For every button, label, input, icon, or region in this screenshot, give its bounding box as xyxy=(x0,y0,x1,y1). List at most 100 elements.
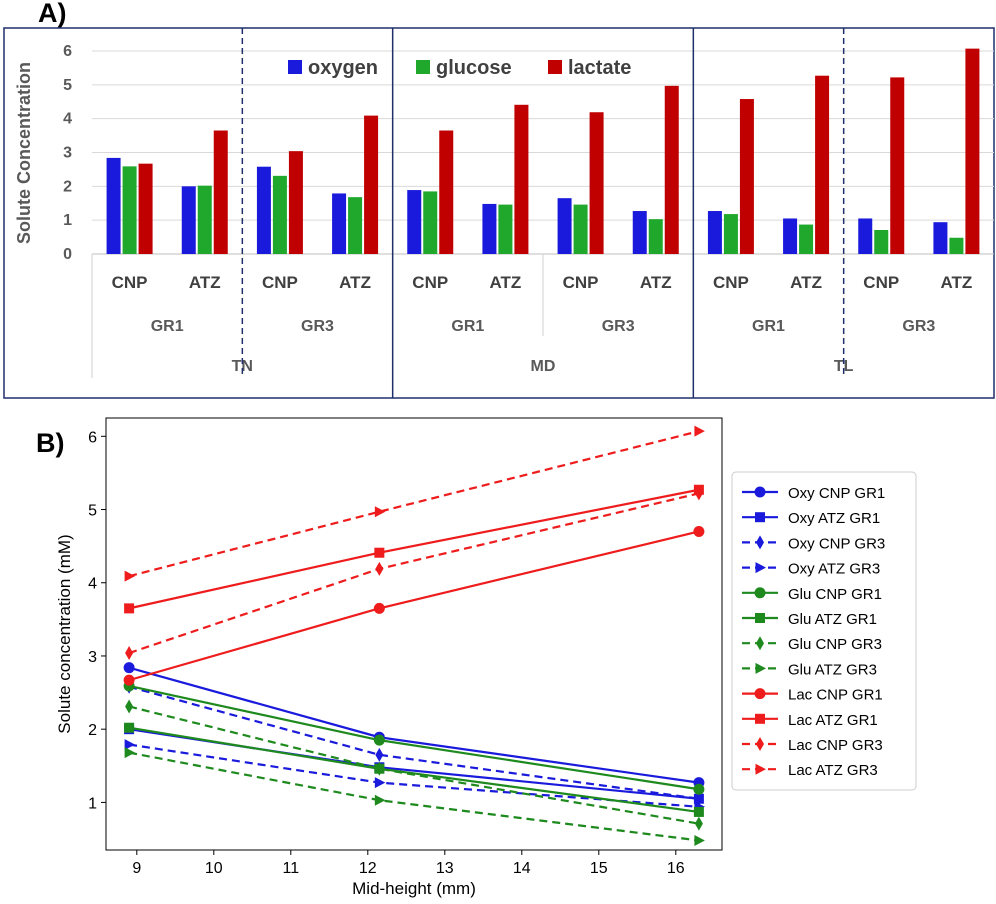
bar-lactate xyxy=(589,112,604,254)
y-tick-label: 3 xyxy=(88,649,97,666)
bar-glucose xyxy=(723,214,738,254)
x-tick-label: 13 xyxy=(436,860,454,877)
x-tick-label: 15 xyxy=(590,860,608,877)
data-point-lac-cnp-gr3 xyxy=(125,646,134,661)
bar-oxygen xyxy=(482,203,497,254)
data-point-glu-atz-gr1 xyxy=(124,722,135,733)
bar-glucose xyxy=(122,166,137,254)
bar-lactate xyxy=(664,85,679,255)
x-tick-label: 11 xyxy=(282,860,299,877)
subgroup-label: GR3 xyxy=(301,318,334,335)
y-tick-label: 3 xyxy=(63,145,72,162)
legend-label: Oxy ATZ GR3 xyxy=(788,561,880,578)
legend-marker xyxy=(755,713,765,724)
data-point-lac-atz-gr1 xyxy=(124,603,135,614)
x-tick-label: 12 xyxy=(359,860,377,877)
bar-oxygen xyxy=(783,218,798,254)
data-point-lac-atz-gr1 xyxy=(374,547,385,558)
category-label: ATZ xyxy=(941,273,973,292)
series-line-lac-cnp-gr3 xyxy=(128,492,700,655)
category-label: ATZ xyxy=(790,273,822,292)
data-point-lac-cnp-gr1 xyxy=(373,602,385,614)
y-tick-label: 2 xyxy=(63,178,72,195)
bar-oxygen xyxy=(106,157,121,254)
category-label: ATZ xyxy=(640,273,672,292)
data-point-lac-atz-gr3 xyxy=(694,425,705,437)
panel-a-label: A) xyxy=(38,0,67,28)
category-label: CNP xyxy=(262,273,298,292)
legend-label: Lac CNP GR3 xyxy=(788,737,883,754)
legend-label: Glu ATZ GR1 xyxy=(788,611,877,628)
y-tick-label: 4 xyxy=(88,576,97,593)
y-axis-title: Solute concentration (mM) xyxy=(55,534,74,733)
bar-oxygen xyxy=(933,222,948,254)
bar-glucose xyxy=(423,191,438,254)
bar-oxygen xyxy=(407,190,422,254)
category-label: CNP xyxy=(863,273,899,292)
legend-box xyxy=(731,471,917,791)
group-label: MD xyxy=(531,358,556,375)
data-point-oxy-cnp-gr3 xyxy=(694,791,703,806)
series-line-lac-atz-gr3 xyxy=(128,430,700,578)
y-tick-label: 5 xyxy=(88,503,97,520)
grouped-bar-chart: 0 1 2 3 4 5 6 Solute Concentration CNP ATZ CNP ATZ C… xyxy=(3,27,995,399)
y-tick-label: 4 xyxy=(63,111,72,128)
data-point-glu-cnp-gr3 xyxy=(125,699,134,714)
data-point-glu-atz-gr3 xyxy=(124,747,136,759)
data-point-glu-cnp-gr1 xyxy=(693,783,705,795)
legend-swatch-glucose xyxy=(416,60,430,74)
legend-marker xyxy=(756,535,764,550)
subgroup-label: GR3 xyxy=(602,318,635,335)
bar-lactate xyxy=(890,77,905,254)
legend-marker xyxy=(755,763,766,775)
data-point-glu-cnp-gr3 xyxy=(375,761,384,776)
bar-lactate xyxy=(815,75,830,254)
x-axis-title: Mid-height (mm) xyxy=(352,879,476,898)
subgroup-label: GR1 xyxy=(752,318,785,335)
data-point-lac-cnp-gr3 xyxy=(375,561,384,576)
legend-label-lactate: lactate xyxy=(568,57,631,79)
series-line-oxy-cnp-gr3 xyxy=(128,685,700,800)
data-point-oxy-atz-gr3 xyxy=(124,739,136,751)
bar-glucose xyxy=(272,175,287,254)
subgroup-label: GR1 xyxy=(451,318,484,335)
x-tick-label: 16 xyxy=(667,860,685,877)
legend-label-glucose: glucose xyxy=(436,57,512,79)
legend-marker xyxy=(755,562,766,574)
data-point-oxy-atz-gr3 xyxy=(374,777,386,789)
bar-glucose xyxy=(498,204,513,254)
x-tick-label: 14 xyxy=(513,860,531,877)
legend-marker xyxy=(755,613,765,623)
x-tick-label: 9 xyxy=(132,860,141,877)
legend-label: Glu ATZ GR3 xyxy=(788,661,877,678)
data-point-glu-atz-gr3 xyxy=(374,794,386,806)
y-tick-label: 2 xyxy=(88,722,97,739)
data-point-glu-atz-gr1 xyxy=(693,806,704,817)
data-point-oxy-cnp-gr1 xyxy=(123,662,135,674)
legend-label: Lac CNP GR1 xyxy=(788,687,883,704)
legend-marker xyxy=(756,737,764,751)
category-label: CNP xyxy=(412,273,448,292)
y-tick-label: 1 xyxy=(88,795,97,812)
category-label: ATZ xyxy=(490,273,522,292)
panel-a-frame xyxy=(3,27,995,399)
legend-label-oxygen: oxygen xyxy=(308,57,378,79)
y-tick-label: 6 xyxy=(63,43,72,60)
bar-oxygen xyxy=(181,186,196,254)
legend-label: Oxy ATZ GR1 xyxy=(788,510,880,527)
bar-glucose xyxy=(648,219,663,254)
data-point-glu-atz-gr3 xyxy=(694,834,705,846)
bar-glucose xyxy=(949,237,964,254)
category-label: CNP xyxy=(713,273,749,292)
legend-swatch-lactate xyxy=(548,60,562,74)
legend-label: Lac ATZ GR3 xyxy=(788,762,878,779)
y-tick-label: 0 xyxy=(63,246,72,263)
series-line-glu-cnp-gr3 xyxy=(128,705,700,825)
data-point-lac-atz-gr3 xyxy=(124,570,136,582)
bar-lactate xyxy=(439,130,454,254)
legend-label: Oxy CNP GR1 xyxy=(788,485,885,502)
bar-glucose xyxy=(348,197,363,254)
y-tick-label: 1 xyxy=(63,212,72,229)
x-tick-label: 10 xyxy=(205,860,223,877)
